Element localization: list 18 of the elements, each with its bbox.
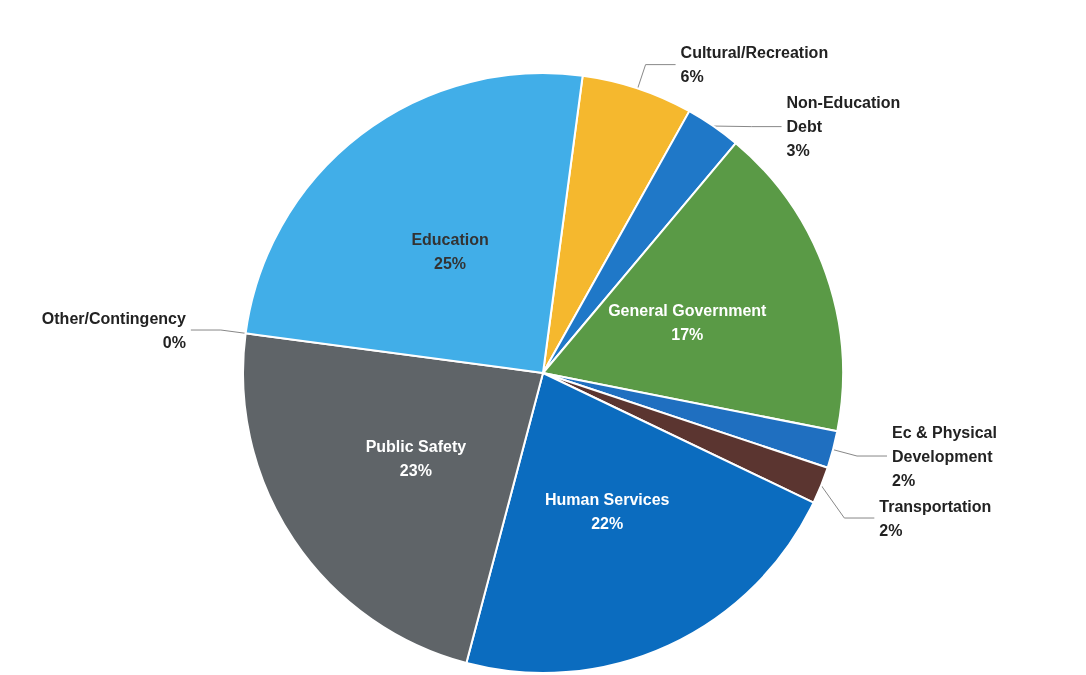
slice-label: Public Safety xyxy=(365,437,467,455)
data-label: 2% xyxy=(879,521,903,539)
data-label: 2% xyxy=(892,471,916,489)
slice-label: Ec & Physical Development xyxy=(892,423,1002,465)
slice-label: Human Services xyxy=(544,491,670,509)
slice-label: General Government xyxy=(608,301,768,319)
data-label: 3% xyxy=(786,142,810,160)
text: 0% xyxy=(162,333,186,351)
data-label: 23% xyxy=(399,461,432,479)
slice-label: Non-Education Debt xyxy=(786,94,905,136)
category-label: Other/Contingency xyxy=(41,309,186,327)
slice-label: Education xyxy=(411,230,489,248)
slice-label: Transportation xyxy=(879,497,992,515)
data-label: 22% xyxy=(591,515,624,533)
slice-label: Cultural/Recreation xyxy=(680,44,829,62)
data-label: 6% xyxy=(680,68,704,86)
data-label: 17% xyxy=(671,325,704,343)
data-label: 25% xyxy=(434,254,467,272)
